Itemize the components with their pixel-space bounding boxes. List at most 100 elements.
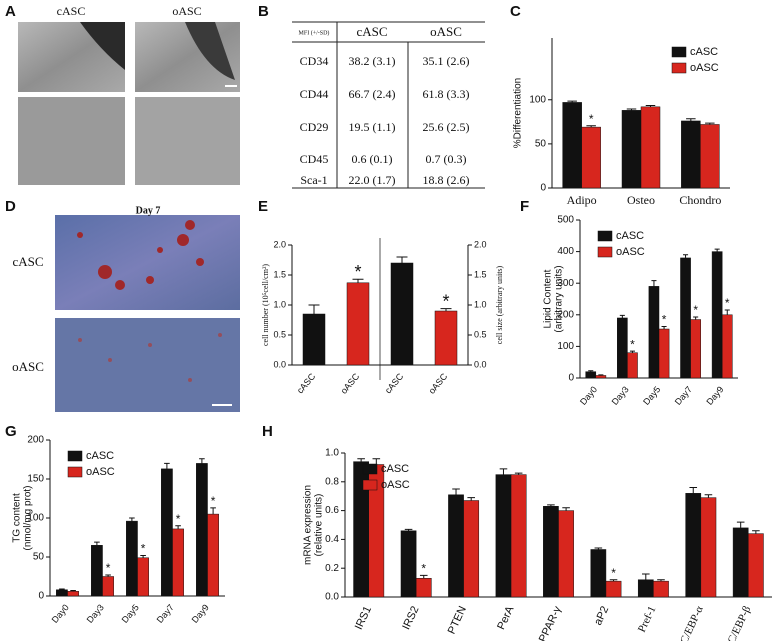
error-bar [651,280,657,287]
x-tick-label: Day0 [50,602,71,625]
y-tick-label: 0.8 [325,476,339,487]
y-tick-label: 0.6 [325,505,339,516]
table-cell: 18.8 (2.6) [423,173,470,187]
bar [617,317,628,379]
table-cell: 38.2 (3.1) [349,54,396,68]
bar [126,520,138,597]
y-tick-label: 1.0 [474,299,487,309]
y-axis-label: Lipid Content [543,269,554,328]
bar [67,591,79,597]
y-tick-label: 200 [557,309,574,320]
error-bar [693,316,699,320]
table-cell: 35.1 (2.6) [423,54,470,68]
y-axis-label: cell number (10⁵cell/cm²) [261,264,270,346]
table-cell: 61.8 (3.3) [423,87,470,101]
bar [590,549,607,598]
column-label: cASC [57,4,86,18]
legend-swatch [597,230,613,242]
error-bar [642,573,650,580]
bar [711,251,723,379]
significance-mark: * [106,561,111,575]
error-bar [94,541,100,546]
error-bar [689,487,698,494]
panel-label: A [5,3,16,20]
legend-label: cASC [616,230,644,242]
x-tick-label: Pref-1 [636,604,658,634]
legend-label: oASC [86,466,115,478]
micrograph-detail [185,22,235,80]
y-tick-label: 2.0 [273,239,286,249]
bar [640,106,661,189]
x-tick-label: PerA [495,604,516,632]
significance-mark: * [421,562,426,576]
y-tick-label: 0 [540,183,546,194]
panel-label: C [510,3,521,20]
y-tick-label: 100 [27,513,44,524]
y-tick-label: 50 [535,139,547,150]
error-bar [175,525,181,529]
bar [690,319,701,379]
bar [581,126,601,189]
table-cell: CD45 [300,152,329,166]
y-tick-label: 1.5 [474,269,487,279]
micrograph [55,215,240,310]
y-tick-label: 0.0 [474,359,487,369]
table-cell: 19.5 (1.1) [349,120,396,134]
error-bar [598,374,604,376]
legend-swatch [671,46,687,58]
x-tick-label: Day9 [190,602,211,625]
bar [621,110,642,189]
legend-swatch [67,466,83,478]
error-bar [352,278,364,283]
error-bar [129,517,135,522]
error-bar [514,472,523,475]
error-bar [661,325,667,330]
error-bar [372,458,381,465]
y-axis-label: mRNA expression [303,485,314,565]
significance-mark: * [611,566,616,580]
panel-label: D [5,198,16,215]
y-tick-label: 150 [27,474,44,485]
y-tick-label: 100 [529,94,546,105]
error-bar [626,108,637,111]
y-axis-label: (nmol/mg prot) [23,485,34,550]
bar [700,124,720,189]
error-bar [499,468,508,475]
table-cell: Sca-1 [300,173,327,187]
y-tick-label: 300 [557,278,574,289]
error-bar [562,507,570,511]
bar [721,314,733,379]
bar [415,578,432,598]
bar [172,528,184,597]
bar [510,474,527,598]
error-bar [588,370,594,372]
error-bar [70,590,76,592]
y-tick-label: 500 [557,215,574,226]
bar [700,497,717,598]
error-bar [308,304,320,314]
error-bar [645,105,656,107]
bar [346,282,370,366]
row-label: cASC [12,254,43,269]
error-bar [199,458,205,464]
error-bar [467,497,475,501]
bar [558,510,574,598]
table-cell: CD34 [300,54,329,68]
panel-title: Day 7 [136,205,161,216]
bar [648,286,660,379]
x-tick-label: Day0 [578,384,599,407]
bar [495,474,512,598]
y-tick-label: 0.0 [273,359,286,369]
lipid-droplets [78,333,222,382]
bar [732,527,749,598]
significance-mark: * [442,291,449,311]
x-tick-label: Day3 [610,384,631,407]
error-bar [594,547,603,550]
x-tick-label: IRS2 [400,604,421,631]
significance-mark: * [725,296,730,310]
micrograph-detail [80,22,125,70]
bar [91,545,103,597]
x-tick-label: PTEN [446,604,469,636]
micrograph [135,97,240,185]
lipid-droplets [77,220,204,290]
